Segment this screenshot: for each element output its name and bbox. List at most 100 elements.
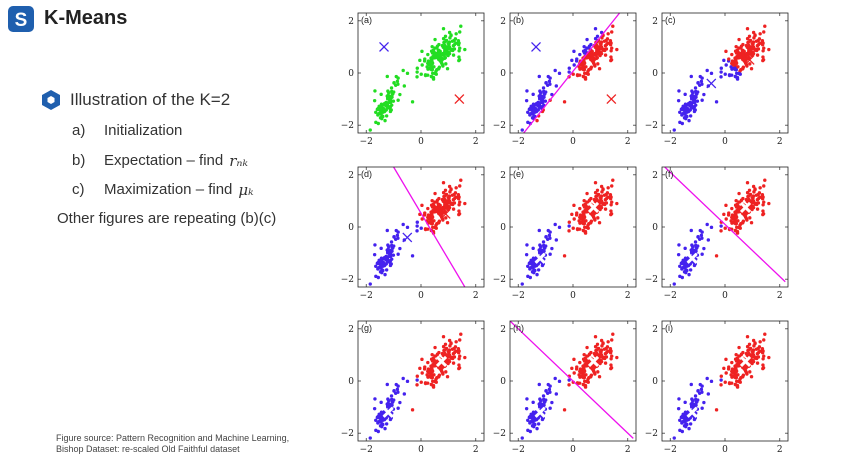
data-point [587,198,592,202]
data-point [420,371,424,375]
data-point [739,352,744,356]
data-point [738,72,742,76]
data-point [705,222,709,227]
scatter-panel: −2 2 0 0 2 −2 (d) [341,166,485,301]
y-tick-label: −2 [493,275,506,285]
x-tick-label: 2 [625,445,631,455]
data-point [425,373,429,377]
data-point [689,74,693,79]
data-point [374,264,378,268]
data-point [603,207,608,211]
data-point [689,402,693,406]
data-point [578,73,582,77]
data-point [438,210,442,215]
data-point [401,376,405,381]
data-point [527,107,532,112]
cluster-center-marker [587,201,600,213]
data-point [590,367,595,371]
data-point [756,355,761,359]
data-point [577,65,581,69]
data-point [374,120,378,125]
data-point [688,268,693,272]
data-point [526,428,530,433]
data-point [767,47,771,52]
data-point [415,374,419,378]
data-point [547,387,552,392]
data-point [368,282,372,286]
data-point [379,412,383,416]
data-point [383,255,387,260]
data-point [536,268,541,272]
data-point [392,80,396,85]
data-point [683,412,687,416]
data-point [454,32,458,36]
data-point [610,46,614,50]
data-point [615,47,619,52]
data-point [611,24,615,28]
data-point [676,98,681,103]
data-point [733,221,737,225]
data-point [383,272,387,277]
data-point [418,58,422,63]
data-point [727,365,731,369]
data-point [687,263,691,267]
data-point [587,352,592,356]
data-point [689,251,694,255]
decision-boundary-line [523,13,621,133]
data-point [567,224,571,228]
data-point [696,388,700,393]
data-point [745,181,750,185]
data-point [595,34,600,38]
data-point [443,40,447,44]
data-point [379,400,383,405]
data-point [724,203,728,208]
data-point [737,46,741,50]
data-point [430,61,435,65]
data-point [611,178,615,182]
data-point [747,342,752,346]
data-point [415,75,419,79]
data-point [683,246,687,251]
data-point [372,98,377,103]
data-point [380,116,384,121]
data-point [542,400,547,404]
data-point [554,238,559,242]
data-point [604,192,608,197]
data-point [385,256,390,260]
data-point [434,51,438,56]
data-point [525,89,529,93]
data-point [433,46,437,50]
cluster-center-marker [534,252,546,264]
data-point [581,221,585,225]
data-point [596,370,600,374]
data-point [396,82,400,86]
data-point [693,394,698,398]
data-point [570,58,574,63]
data-point [385,228,389,233]
data-point [579,216,583,220]
data-point [724,63,728,67]
data-point [581,67,585,71]
data-point [374,274,378,279]
data-point [747,197,751,202]
data-point [376,113,380,117]
data-point [527,261,532,266]
data-point [761,203,765,207]
data-point [760,347,765,351]
data-point [727,211,731,215]
y-tick-label: −2 [645,275,658,285]
data-point [447,359,452,364]
data-point [762,338,766,342]
data-point [756,196,761,201]
data-point [595,194,599,198]
data-point [440,370,445,375]
data-point [585,345,589,350]
panel-label: (c) [665,15,676,25]
x-tick-label: −2 [664,445,677,455]
data-point [595,342,600,346]
data-point [693,108,697,112]
data-point [446,195,451,200]
data-point [755,53,760,57]
data-point [679,107,684,112]
data-point [745,36,750,41]
